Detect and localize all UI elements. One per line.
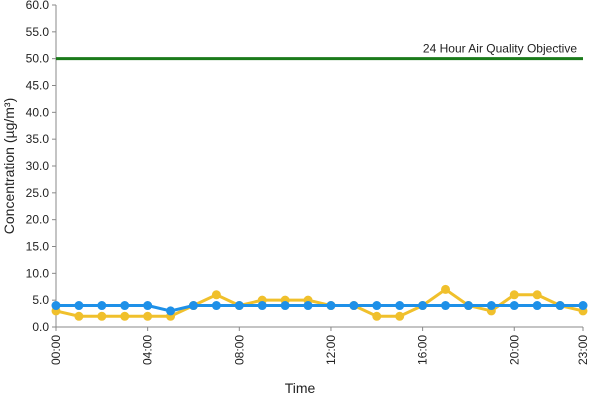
series-marker bbox=[349, 301, 359, 311]
series-marker bbox=[188, 301, 198, 311]
series-marker bbox=[280, 301, 290, 311]
series-marker bbox=[418, 301, 428, 311]
series-marker bbox=[211, 301, 221, 311]
x-tick-label: 04:00 bbox=[141, 335, 155, 365]
x-tick-label: 16:00 bbox=[416, 335, 430, 365]
y-tick-label: 5.0 bbox=[32, 293, 49, 307]
series-marker bbox=[578, 301, 588, 311]
series-marker bbox=[166, 306, 176, 316]
y-tick-label: 50.0 bbox=[26, 52, 50, 66]
y-tick-label: 0.0 bbox=[32, 320, 49, 334]
series-marker bbox=[303, 301, 313, 311]
y-tick-label: 10.0 bbox=[26, 266, 50, 280]
series-marker bbox=[234, 301, 244, 311]
series-marker bbox=[532, 301, 542, 311]
x-tick-label: 12:00 bbox=[324, 335, 338, 365]
series-marker bbox=[372, 311, 382, 321]
series-marker bbox=[463, 301, 473, 311]
series-line bbox=[56, 304, 583, 313]
x-tick-label: 08:00 bbox=[232, 335, 246, 365]
series-marker bbox=[257, 301, 267, 311]
y-tick-label: 55.0 bbox=[26, 25, 50, 39]
y-tick-label: 40.0 bbox=[26, 105, 50, 119]
y-tick-label: 20.0 bbox=[26, 213, 50, 227]
x-tick-label: 20:00 bbox=[507, 335, 521, 365]
y-tick-label: 30.0 bbox=[26, 159, 50, 173]
series-marker bbox=[211, 290, 221, 300]
y-axis-label: Concentration (µg/m³) bbox=[1, 98, 17, 234]
y-tick-label: 25.0 bbox=[26, 186, 50, 200]
series-marker bbox=[120, 311, 130, 321]
series-marker bbox=[486, 301, 496, 311]
series-marker bbox=[97, 311, 107, 321]
series-marker bbox=[372, 301, 382, 311]
y-tick-label: 45.0 bbox=[26, 79, 50, 93]
series-marker bbox=[509, 290, 519, 300]
series-marker bbox=[326, 301, 336, 311]
series-marker bbox=[74, 311, 84, 321]
series-line bbox=[55, 287, 584, 318]
x-tick-label: 00:00 bbox=[49, 335, 63, 365]
series-marker bbox=[441, 301, 451, 311]
y-tick-label: 35.0 bbox=[26, 132, 50, 146]
series-marker bbox=[532, 290, 542, 300]
objective-label: 24 Hour Air Quality Objective bbox=[423, 42, 577, 56]
y-tick-label: 15.0 bbox=[26, 240, 50, 254]
series-marker bbox=[143, 301, 153, 311]
series-marker bbox=[120, 301, 130, 311]
series-marker bbox=[395, 311, 405, 321]
series-marker bbox=[441, 284, 451, 294]
x-tick-label: 23:00 bbox=[576, 335, 590, 365]
series-marker bbox=[74, 301, 84, 311]
x-axis-label: Time bbox=[285, 380, 316, 396]
series-marker bbox=[97, 301, 107, 311]
series-marker bbox=[509, 301, 519, 311]
series-marker bbox=[143, 311, 153, 321]
series-marker bbox=[51, 301, 61, 311]
series-marker bbox=[555, 301, 565, 311]
series-marker bbox=[395, 301, 405, 311]
y-tick-label: 60.0 bbox=[26, 0, 50, 12]
